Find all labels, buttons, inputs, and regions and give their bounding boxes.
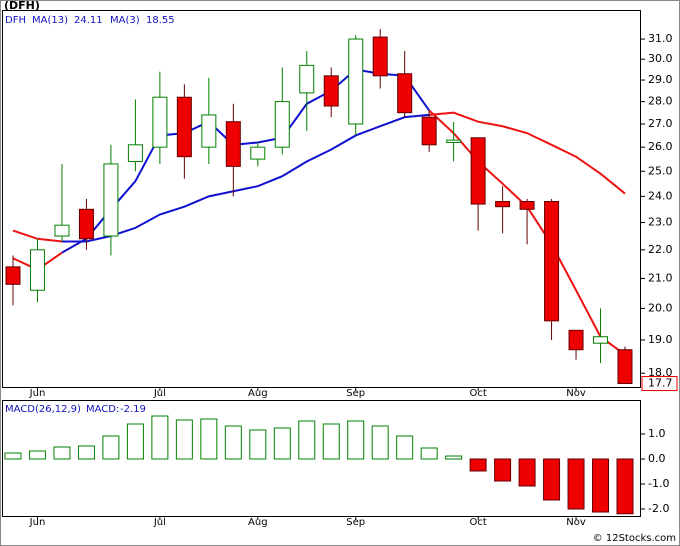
macd-bar <box>494 458 512 482</box>
price-panel <box>2 10 641 388</box>
legend-symbol: DFH <box>5 15 26 26</box>
macd-bar <box>616 458 634 515</box>
legend-name: MACD(26,12,9) <box>5 404 81 415</box>
macd-bar <box>396 435 414 460</box>
candle-body <box>29 249 45 291</box>
y-tick-label: 26.0 <box>648 140 673 153</box>
macd-bar <box>102 435 120 460</box>
macd-bar <box>347 420 365 460</box>
macd-bar <box>53 446 71 460</box>
ma-line <box>61 68 430 254</box>
legend-value: -2.19 <box>120 404 146 415</box>
candle-body <box>225 121 241 167</box>
candle-body <box>176 96 192 158</box>
x-tick-label: Oct <box>469 388 486 399</box>
candle-body <box>372 36 388 77</box>
candle-body <box>348 38 364 125</box>
y-tick-label: 25.0 <box>648 164 673 177</box>
y-tick-label: 19.0 <box>648 333 673 346</box>
y-tick-label: 22.0 <box>648 243 673 256</box>
macd-bar <box>567 458 585 510</box>
macd-bar <box>200 418 218 460</box>
legend-prefix: MACD: <box>86 404 119 415</box>
x-tick-label: Nov <box>566 388 586 399</box>
x-tick-label: Aug <box>248 517 268 528</box>
macd-bar <box>371 425 389 460</box>
macd-bar <box>592 458 610 513</box>
x-tick-label: Oct <box>469 517 486 528</box>
last-price: 17.7 <box>648 377 673 390</box>
candle-body <box>397 73 413 114</box>
candle-body <box>54 224 70 237</box>
y-tick-label: 18.0 <box>648 366 673 379</box>
candle-body <box>544 201 560 322</box>
macd-bar <box>4 452 22 460</box>
candle-body <box>421 116 437 146</box>
candle-body <box>152 96 168 148</box>
macd-bar <box>77 445 95 460</box>
candle-body <box>299 64 315 94</box>
legend-value: 24.11 <box>74 15 103 26</box>
candle-body <box>78 208 94 240</box>
macd-bar <box>28 450 46 460</box>
candle-body <box>470 137 486 205</box>
legend-name: MA(13) <box>32 15 68 26</box>
y-tick-label: 24.0 <box>648 189 673 202</box>
y-tick-label: 30.0 <box>648 52 673 65</box>
candle-body <box>5 266 21 285</box>
y-tick-label: 21.0 <box>648 271 673 284</box>
ma-line <box>61 113 430 243</box>
macd-bar <box>420 447 438 460</box>
candle-body <box>323 75 339 107</box>
legend-name: MA(3) <box>110 15 140 26</box>
macd-bar <box>543 458 561 501</box>
x-tick-label: Sep <box>346 388 365 399</box>
legend-value: 18.55 <box>146 15 175 26</box>
last-price-box <box>641 376 678 392</box>
y-tick-label: 31.0 <box>648 32 673 45</box>
macd-bar <box>469 458 487 472</box>
macd-bar <box>249 429 267 460</box>
candle-body <box>568 329 584 351</box>
macd-bar <box>298 420 316 460</box>
x-tick-label: Jun <box>29 388 46 399</box>
macd-bar <box>126 423 144 460</box>
macd-bar <box>445 455 463 460</box>
y-tick-label: 20.0 <box>648 301 673 314</box>
candle-body <box>617 349 633 385</box>
x-tick-label: Jul <box>153 388 166 399</box>
macd-bar <box>518 458 536 487</box>
y-tick-label: -2.0 <box>648 502 669 515</box>
y-tick-label: 0.0 <box>648 452 666 465</box>
x-tick-label: Jul <box>153 517 166 528</box>
y-tick-label: 23.0 <box>648 216 673 229</box>
candle-body <box>103 163 119 237</box>
candle-body <box>274 101 290 148</box>
candle-body <box>519 201 535 210</box>
ma-line <box>429 111 626 195</box>
candle-body <box>495 201 511 208</box>
candle-body <box>201 114 217 148</box>
candle-body <box>127 144 143 163</box>
y-tick-label: 27.0 <box>648 117 673 130</box>
y-tick-label: -1.0 <box>648 477 669 490</box>
x-tick-label: Aug <box>248 388 268 399</box>
x-tick-label: Jun <box>29 517 46 528</box>
x-tick-label: Nov <box>566 517 586 528</box>
y-tick-label: 29.0 <box>648 73 673 86</box>
footer: © 12Stocks.com <box>593 533 676 544</box>
macd-bar <box>322 423 340 460</box>
x-tick-label: Sep <box>346 517 365 528</box>
candle-body <box>446 139 462 143</box>
macd-bar <box>224 425 242 460</box>
chart-title: (DFH) <box>4 0 40 12</box>
y-tick-label: 28.0 <box>648 95 673 108</box>
macd-bar <box>273 427 291 460</box>
macd-bar <box>151 415 169 460</box>
macd-bar <box>175 419 193 460</box>
y-tick-label: 1.0 <box>648 427 666 440</box>
candle-body <box>250 146 266 160</box>
candle-body <box>593 336 609 344</box>
